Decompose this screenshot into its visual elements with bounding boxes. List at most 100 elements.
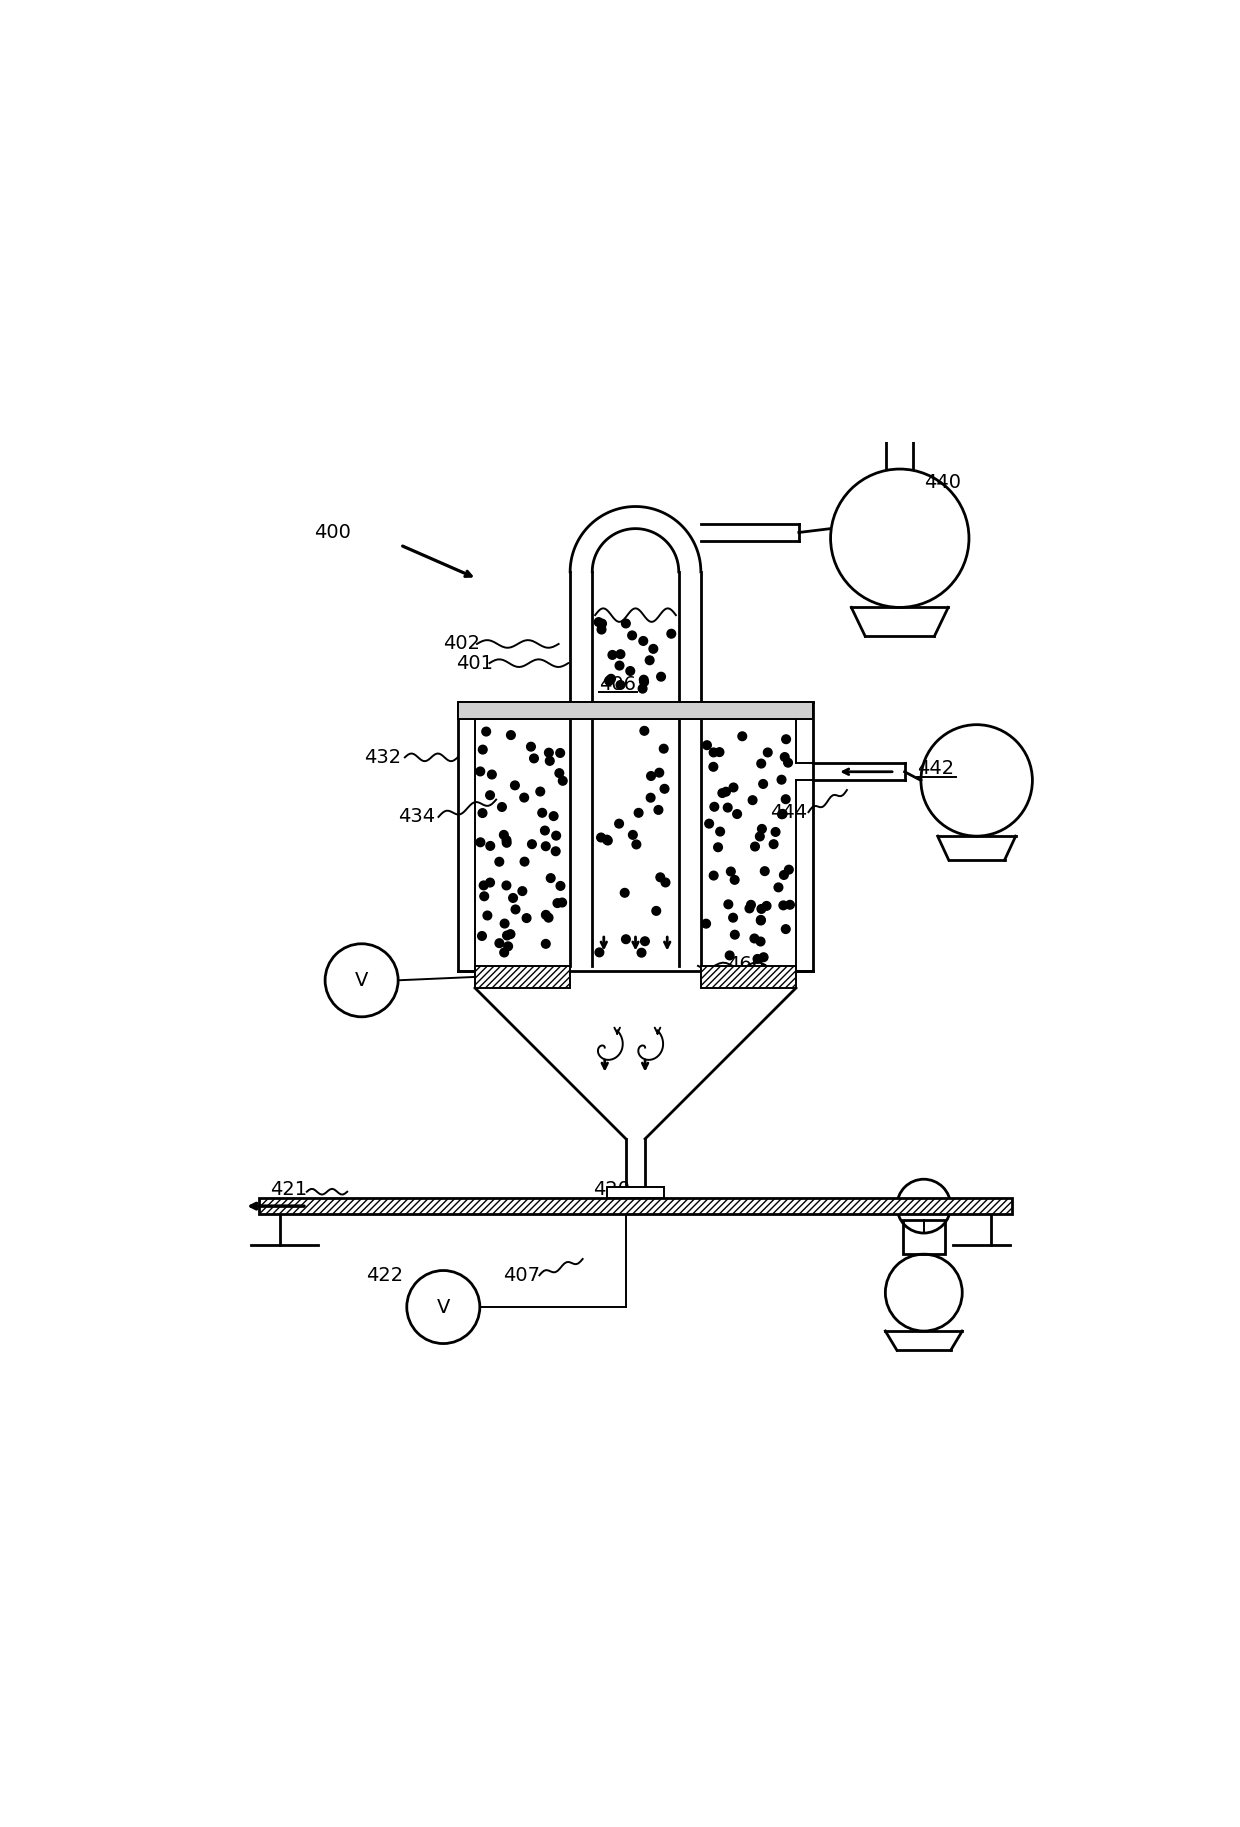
Circle shape [703, 742, 712, 749]
Circle shape [763, 901, 771, 910]
Circle shape [480, 892, 489, 901]
Circle shape [709, 762, 718, 771]
Circle shape [753, 956, 761, 963]
Circle shape [495, 857, 503, 866]
Circle shape [781, 924, 790, 934]
Circle shape [780, 871, 789, 879]
Circle shape [621, 935, 630, 943]
Circle shape [604, 837, 613, 844]
Circle shape [632, 840, 641, 850]
Circle shape [779, 901, 787, 910]
Circle shape [542, 842, 551, 851]
Circle shape [594, 618, 603, 627]
Circle shape [500, 831, 508, 839]
Circle shape [769, 840, 777, 848]
Circle shape [627, 630, 636, 639]
Text: 420: 420 [593, 1180, 630, 1199]
Circle shape [520, 793, 528, 802]
Circle shape [702, 919, 711, 928]
Circle shape [723, 804, 732, 811]
Circle shape [764, 747, 773, 756]
Bar [475, 966, 570, 988]
Circle shape [544, 914, 553, 923]
Circle shape [536, 787, 544, 797]
Circle shape [738, 733, 746, 740]
Circle shape [615, 661, 624, 671]
Circle shape [756, 915, 765, 924]
Circle shape [508, 893, 517, 903]
Circle shape [660, 744, 668, 753]
Circle shape [759, 954, 768, 961]
Circle shape [777, 775, 786, 784]
Circle shape [657, 672, 666, 681]
Circle shape [558, 776, 567, 786]
Circle shape [556, 882, 564, 890]
Circle shape [758, 904, 766, 914]
Circle shape [704, 818, 713, 828]
Circle shape [640, 678, 649, 687]
Circle shape [755, 831, 764, 840]
Circle shape [785, 866, 794, 873]
Circle shape [714, 842, 723, 851]
Circle shape [616, 681, 625, 689]
Circle shape [558, 899, 567, 906]
Circle shape [667, 630, 676, 638]
Circle shape [544, 749, 553, 756]
Circle shape [777, 809, 786, 818]
Circle shape [639, 636, 647, 645]
Circle shape [652, 906, 661, 915]
Circle shape [780, 753, 789, 762]
Circle shape [556, 769, 564, 778]
Circle shape [529, 755, 538, 762]
Circle shape [620, 888, 629, 897]
Circle shape [655, 806, 662, 815]
Circle shape [606, 674, 615, 683]
Circle shape [639, 685, 647, 692]
Circle shape [649, 645, 657, 654]
Circle shape [637, 948, 646, 957]
Circle shape [709, 747, 718, 756]
Circle shape [502, 932, 511, 939]
Circle shape [556, 749, 564, 758]
Text: 422: 422 [367, 1266, 403, 1284]
Text: 407: 407 [503, 1266, 539, 1284]
Circle shape [595, 948, 604, 957]
Circle shape [621, 619, 630, 628]
Circle shape [730, 875, 739, 884]
Circle shape [542, 939, 551, 948]
Circle shape [553, 899, 562, 908]
Bar [259, 1199, 1012, 1213]
Circle shape [479, 745, 487, 755]
Circle shape [779, 809, 787, 818]
Circle shape [660, 784, 668, 793]
Circle shape [774, 882, 782, 892]
Text: 466: 466 [727, 956, 764, 974]
Circle shape [786, 901, 795, 910]
Circle shape [748, 797, 756, 804]
Circle shape [629, 831, 637, 839]
Text: 434: 434 [398, 808, 435, 826]
Circle shape [495, 939, 503, 948]
Circle shape [750, 934, 759, 943]
Circle shape [715, 828, 724, 837]
Text: 444: 444 [770, 802, 807, 822]
Circle shape [480, 881, 489, 890]
Circle shape [538, 809, 547, 817]
Circle shape [487, 771, 496, 778]
Circle shape [527, 742, 536, 751]
Circle shape [482, 727, 491, 736]
Circle shape [476, 767, 485, 776]
Circle shape [784, 758, 792, 767]
Circle shape [709, 871, 718, 881]
Circle shape [502, 881, 511, 890]
Circle shape [645, 656, 653, 665]
Circle shape [756, 915, 765, 924]
Bar [458, 702, 813, 718]
Circle shape [476, 839, 485, 846]
Circle shape [407, 1270, 480, 1343]
Circle shape [502, 839, 511, 848]
Circle shape [729, 914, 738, 923]
Circle shape [745, 904, 754, 914]
Text: V: V [436, 1297, 450, 1317]
Circle shape [781, 734, 790, 744]
